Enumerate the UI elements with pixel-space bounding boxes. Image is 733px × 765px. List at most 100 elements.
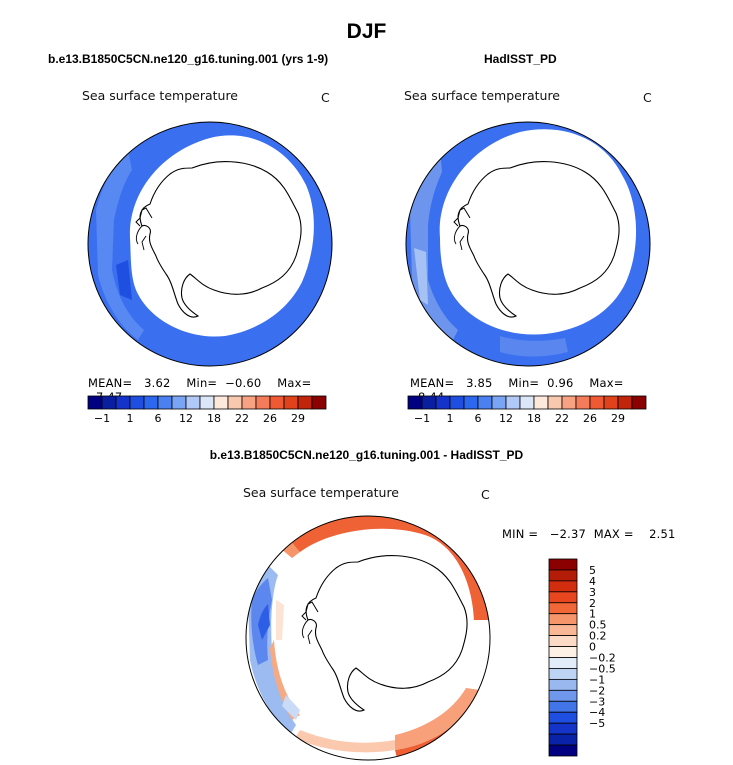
obs-colorbar-tick-label: 26	[583, 412, 597, 425]
model-colorbar-tick-label: 12	[179, 412, 193, 425]
obs-colorbar-cell	[547, 395, 563, 410]
obs-colorbar-tick-label: 12	[499, 412, 513, 425]
model-map	[87, 121, 333, 367]
diff-colorbar-cell	[548, 657, 578, 669]
model-colorbar-cell	[311, 395, 327, 410]
diff-colorbar-tick-label: −1	[589, 673, 605, 686]
model-colorbar-cell	[227, 395, 243, 410]
model-colorbar: −1 1 6 12 18 22 26 29	[87, 395, 327, 425]
diff-colorbar-cell	[548, 678, 578, 691]
model-colorbar-cell	[129, 395, 145, 410]
diff-colorbar-cell	[548, 711, 578, 724]
diff-colorbar-tick-label: 3	[589, 586, 596, 599]
model-colorbar-cell	[171, 395, 187, 410]
model-min-value: −0.60	[225, 376, 262, 390]
diff-colorbar-cell	[548, 733, 578, 746]
diff-colorbar-tick-label: −0.5	[589, 662, 616, 675]
season-title: DJF	[346, 20, 387, 43]
model-var-label: Sea surface temperature	[82, 88, 238, 103]
diff-colorbar-tick-label: 5	[589, 564, 596, 577]
model-min-label: Min=	[186, 376, 218, 390]
diff-colorbar-cell	[548, 646, 578, 658]
obs-colorbar-cell	[421, 395, 437, 410]
model-max-label: Max=	[277, 376, 312, 390]
obs-colorbar-cell	[407, 395, 423, 410]
diff-colorbar-tick-label: −2	[589, 684, 605, 697]
diff-colorbar-cell	[548, 591, 578, 604]
diff-colorbar-tick-label: −3	[589, 695, 605, 708]
model-colorbar-cell	[143, 395, 159, 410]
model-colorbar-tick-label: 22	[235, 412, 249, 425]
model-colorbar-cell	[157, 395, 173, 410]
obs-colorbar-cell	[449, 395, 465, 410]
diff-colorbar-cell	[548, 744, 578, 757]
obs-colorbar-tick-label: −1	[414, 412, 430, 425]
diff-colorbar-tick-label: 0.5	[589, 619, 607, 632]
diff-colorbar-cell	[548, 580, 578, 593]
model-colorbar-cell	[297, 395, 313, 410]
obs-colorbar-cell	[603, 395, 619, 410]
model-mean-value: 3.62	[144, 376, 171, 390]
obs-colorbar-tick-label: 6	[475, 412, 482, 425]
model-case-title: b.e13.B1850C5CN.ne120_g16.tuning.001 (yr…	[48, 52, 329, 66]
obs-max-label: Max=	[589, 376, 624, 390]
diff-colorbar-cell	[548, 722, 578, 735]
model-colorbar-cell	[101, 395, 117, 410]
obs-min-value: 0.96	[547, 376, 574, 390]
model-colorbar-cell	[283, 395, 299, 410]
obs-colorbar-cell	[617, 395, 633, 410]
obs-mean-value: 3.85	[466, 376, 493, 390]
diff-units-label: C	[481, 487, 490, 502]
diff-colorbar-cell	[548, 700, 578, 713]
diff-colorbar-cell	[548, 624, 578, 637]
diff-colorbar-cell	[548, 569, 578, 582]
model-colorbar-tick-label: 6	[155, 412, 162, 425]
obs-case-title: HadISST_PD	[484, 52, 557, 66]
obs-colorbar-tick-label: 1	[447, 412, 454, 425]
obs-colorbar-cell	[631, 395, 647, 410]
model-mean-label: MEAN=	[88, 376, 133, 390]
model-colorbar-cell	[115, 395, 131, 410]
diff-colorbar-tick-label: 2	[589, 597, 596, 610]
model-colorbar-cell	[87, 395, 103, 410]
model-colorbar-tick-label: 26	[263, 412, 277, 425]
obs-colorbar-cell	[491, 395, 507, 410]
obs-colorbar-cell	[575, 395, 591, 410]
obs-units-label: C	[643, 90, 652, 105]
obs-colorbar-cell	[561, 395, 577, 410]
diff-colorbar-tick-label: −5	[589, 717, 605, 730]
model-colorbar-cell	[213, 395, 229, 410]
diff-colorbar-tick-label: 1	[589, 608, 596, 621]
diff-colorbar-cell	[548, 558, 578, 571]
obs-colorbar-cell	[505, 395, 521, 410]
model-colorbar-cell	[199, 395, 215, 410]
model-colorbar-tick-label: 18	[207, 412, 221, 425]
model-colorbar-cell	[241, 395, 257, 410]
obs-var-label: Sea surface temperature	[404, 88, 560, 103]
diff-colorbar-tick-label: −0.2	[589, 652, 616, 665]
obs-colorbar-cell	[519, 395, 535, 410]
obs-colorbar-tick-label: 18	[527, 412, 541, 425]
obs-colorbar-tick-label: 29	[611, 412, 625, 425]
diff-minmax: MIN = −2.37 MAX = 2.51	[502, 527, 676, 541]
obs-colorbar: −1 1 6 12 18 22 26 29	[407, 395, 647, 425]
diff-colorbar-tick-label: 0	[589, 641, 596, 654]
obs-min-label: Min=	[508, 376, 540, 390]
model-colorbar-tick-label: 1	[127, 412, 134, 425]
diff-colorbar-cell	[548, 689, 578, 702]
diff-colorbar-tick-label: −4	[589, 706, 605, 719]
model-colorbar-cell	[255, 395, 271, 410]
obs-colorbar-cell	[533, 395, 549, 410]
obs-colorbar-cell	[435, 395, 451, 410]
obs-colorbar-cell	[463, 395, 479, 410]
model-colorbar-tick-label: −1	[94, 412, 110, 425]
model-colorbar-tick-label: 29	[291, 412, 305, 425]
diff-colorbar-cell	[548, 602, 578, 615]
obs-colorbar-tick-label: 22	[555, 412, 569, 425]
diff-colorbar-cell	[548, 635, 578, 647]
obs-colorbar-cell	[589, 395, 605, 410]
diff-colorbar-tick-label: 4	[589, 575, 596, 588]
diff-case-title: b.e13.B1850C5CN.ne120_g16.tuning.001 - H…	[209, 448, 524, 462]
